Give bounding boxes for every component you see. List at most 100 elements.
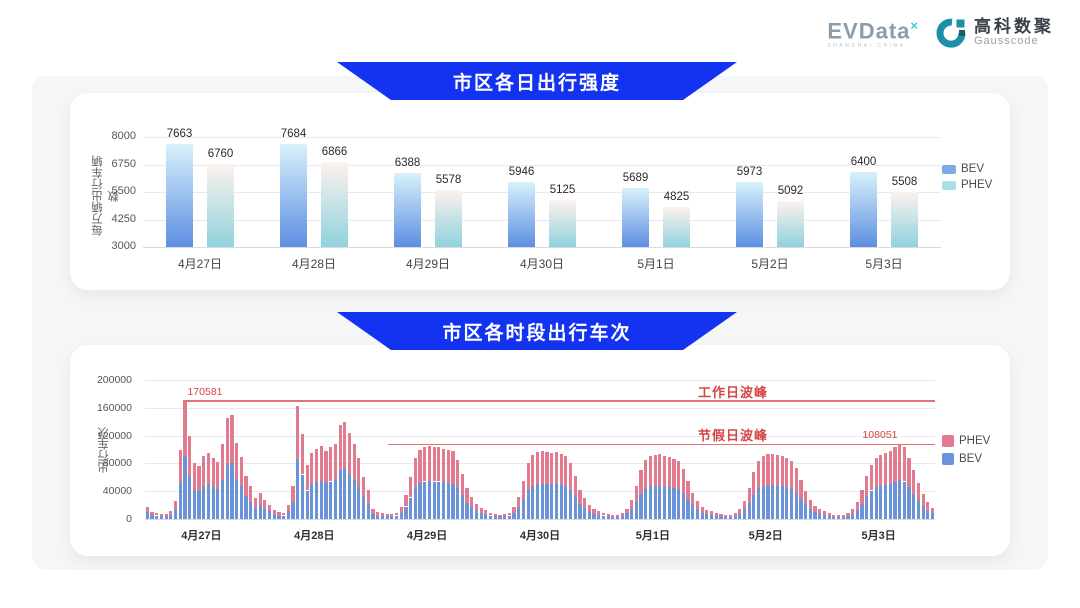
bev-stack-bar <box>357 487 361 519</box>
bev-stack-bar <box>413 487 417 519</box>
x-axis-label: 4月29日 <box>405 257 451 271</box>
phev-bar <box>435 190 462 247</box>
bev-stack-bar <box>432 481 436 519</box>
bev-stack-bar <box>780 486 784 519</box>
bev-stack-bar <box>540 483 544 519</box>
phev-stack-bar <box>733 513 737 517</box>
phev-stack-bar <box>427 446 432 481</box>
phev-stack-bar <box>883 453 888 485</box>
bev-stack-bar <box>366 503 370 519</box>
phev-stack-bar <box>441 448 446 483</box>
phev-stack-bar <box>183 400 187 456</box>
phev-stack-bar <box>277 512 281 516</box>
phev-stack-bar <box>418 449 422 483</box>
bev-value-label: 5946 <box>508 166 535 179</box>
gridline <box>145 435 935 437</box>
phev-stack-bar <box>202 455 206 486</box>
phev-stack-bar <box>413 457 417 487</box>
bev-stack-bar <box>804 504 808 519</box>
bev-stack-bar <box>620 516 624 519</box>
legend-item-phev[interactable]: PHEV <box>942 179 992 191</box>
bev-stack-bar <box>385 516 389 519</box>
bev-stack-bar <box>470 507 474 519</box>
gridline <box>143 192 941 193</box>
phev-stack-bar <box>658 454 662 486</box>
bev-stack-bar <box>150 514 154 519</box>
x-axis-label: 4月28日 <box>291 257 337 271</box>
evdata-subtext: SHANGHAI CHINA <box>827 43 906 50</box>
phev-stack-bar <box>145 506 149 513</box>
bev-stack-bar <box>536 484 540 520</box>
bev-stack-bar <box>526 489 530 519</box>
y-tick-label: 8000 <box>111 130 136 142</box>
gridline <box>145 519 935 520</box>
bev-stack-bar <box>404 506 408 519</box>
bev-stack-bar <box>352 479 356 519</box>
phev-stack-bar <box>197 466 201 492</box>
bev-stack-bar <box>460 495 464 519</box>
phev-stack-bar <box>536 452 540 485</box>
phev-stack-bar <box>460 473 464 496</box>
bev-stack-bar <box>169 514 173 519</box>
bev-stack-bar <box>568 489 573 519</box>
phev-stack-bar <box>531 455 535 486</box>
phev-value-label: 5508 <box>891 175 918 188</box>
bev-stack-bar <box>183 455 187 519</box>
bev-stack-bar <box>902 481 906 519</box>
y-tick-label: 200000 <box>96 374 132 386</box>
bev-stack-bar <box>747 503 751 519</box>
daily-intensity-chart-card: 每万辆出行车辆数 3000 4250 5500 6750 8000 7663 6760 4月2… <box>70 93 1010 290</box>
bev-stack-bar <box>766 485 770 519</box>
phev-stack-bar <box>507 512 511 516</box>
section1-banner: 市区各日出行强度 <box>337 62 737 100</box>
phev-stack-bar <box>550 453 554 485</box>
bev-stack-bar <box>761 486 765 519</box>
bev-stack-bar <box>705 514 709 519</box>
bev-stack-bar <box>686 498 690 519</box>
legend-item-phev2[interactable]: PHEV <box>942 435 990 447</box>
workday-peak-label: 工作日波峰 <box>698 385 769 401</box>
bev-stack-bar <box>324 482 328 519</box>
bev-value-label: 5689 <box>622 171 649 184</box>
bev-stack-bar <box>898 480 902 519</box>
phev-stack-bar <box>780 456 784 487</box>
bev-stack-bar <box>874 487 878 519</box>
bev-stack-bar <box>394 515 399 519</box>
bev-stack-bar <box>926 510 930 519</box>
bev-stack-bar <box>644 488 648 519</box>
bev-bar <box>736 181 763 247</box>
gridline <box>145 463 935 465</box>
x-axis-label: 5月2日 <box>751 257 789 271</box>
gausscode-g-icon <box>936 18 966 48</box>
legend-item-bev2[interactable]: BEV <box>942 453 990 465</box>
phev-stack-bar <box>366 489 370 504</box>
phev-value-label: 5092 <box>777 185 804 197</box>
phev-stack-bar <box>220 443 225 480</box>
legend-item-bev[interactable]: BEV <box>942 163 992 175</box>
bev-stack-bar <box>521 498 526 519</box>
evdata-x-mark: × <box>910 18 919 33</box>
phev-stack-bar <box>178 449 182 483</box>
x-axis-label: 5月1日 <box>635 530 671 542</box>
phev-stack-bar <box>517 496 521 508</box>
bev-stack-bar <box>653 485 657 519</box>
phev-stack-bar <box>385 514 389 517</box>
bev-stack-bar <box>286 511 290 519</box>
phev-stack-bar <box>258 492 262 506</box>
phev-stack-bar <box>865 475 869 497</box>
bev-stack-bar <box>757 488 761 519</box>
bev-stack-bar <box>253 507 258 519</box>
phev-stack-bar <box>319 446 323 481</box>
evdata-text: EVData <box>827 18 911 44</box>
bev-stack-bar <box>808 508 812 519</box>
y-tick-label: 40000 <box>102 485 132 498</box>
phev-stack-bar <box>451 450 455 484</box>
bev-legend-label: BEV <box>961 163 985 175</box>
phev-stack-bar <box>324 450 328 483</box>
workday-peak-value: 170581 <box>187 386 223 399</box>
phev-stack-bar <box>267 505 272 512</box>
phev-stack-bar <box>362 477 366 497</box>
phev-stack-bar <box>164 514 168 517</box>
phev-stack-bar <box>615 514 620 517</box>
phev-stack-bar <box>667 457 671 487</box>
